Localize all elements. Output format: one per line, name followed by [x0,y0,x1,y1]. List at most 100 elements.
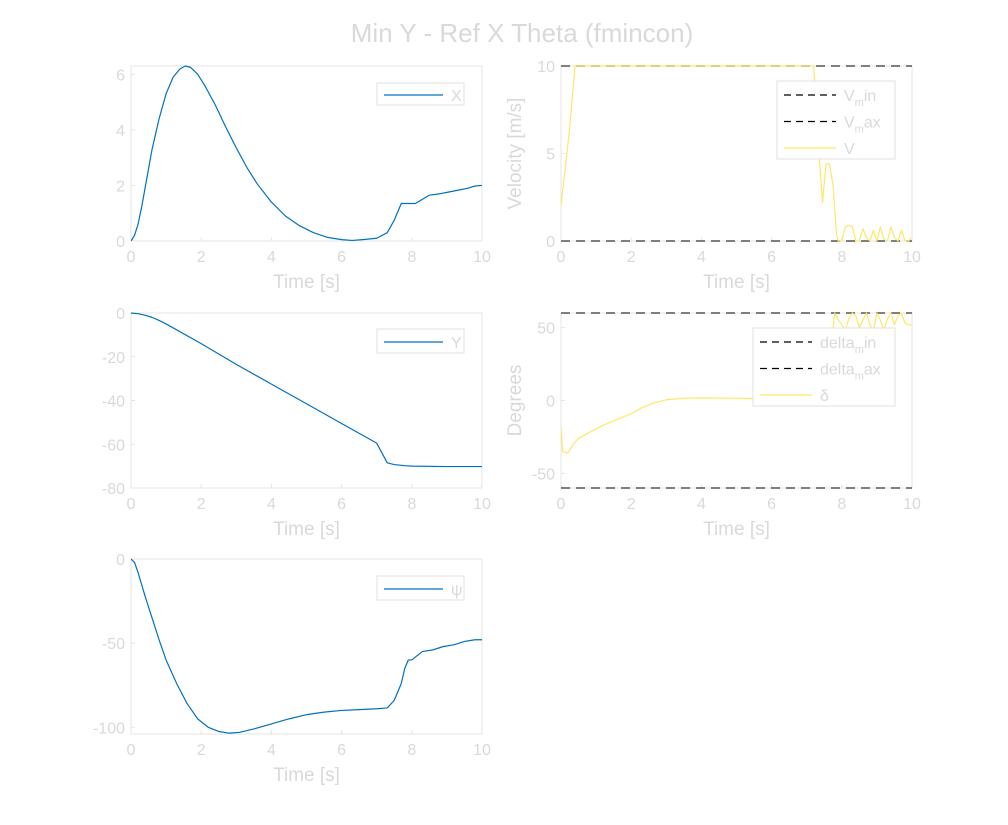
series-line-delta [561,312,912,454]
legend-box [376,575,465,601]
legend-box [376,82,465,106]
legend-label: δ [820,388,829,405]
x-tick-label: 2 [197,249,206,266]
legend: ψ [376,575,465,601]
y-tick-label: 0 [116,234,125,251]
series-line-velocity [561,65,912,242]
x-tick-label: 0 [127,742,136,759]
x-axis-label: Time [s] [703,272,770,293]
legend-label: Vmax [844,115,881,136]
legend-label-suffix: ax [864,115,881,132]
legend-label: Y [451,335,462,352]
legend-box [376,328,465,354]
x-tick-label: 0 [127,496,136,513]
legend-label-main: delta [820,362,855,379]
x-tick-label: 4 [267,742,276,759]
x-tick-label: 10 [903,249,921,266]
x-axis-label: Time [s] [273,272,340,293]
y-tick-label: -50 [532,466,555,483]
x-axis-label: Time [s] [273,765,340,786]
y-tick-label: 50 [537,321,555,338]
x-tick-label: 6 [337,742,346,759]
x-axis-label: Time [s] [703,519,770,540]
y-axis-label: Degrees [505,365,526,437]
y-tick-label: 0 [546,394,555,411]
legend-label-suffix: in [864,335,876,352]
legend-box [752,327,896,407]
legend-label-main: V [844,141,855,158]
legend-label-subscript: m [855,344,864,356]
legend-label: ψ [451,582,462,599]
x-tick-label: 10 [473,496,491,513]
series-line-y [131,312,482,468]
legend-label: V [844,141,855,158]
y-tick-label: 6 [116,67,125,84]
x-tick-label: 0 [557,496,566,513]
x-tick-label: 8 [407,249,416,266]
legend-label: X [451,88,462,105]
plot-area [130,65,483,242]
y-tick-label: -80 [102,481,125,498]
legend-label-suffix: in [864,88,876,105]
y-tick-label: 5 [546,147,555,164]
legend-label-subscript: m [855,124,864,136]
x-tick-label: 2 [627,249,636,266]
legend-label: deltamax [820,362,881,383]
y-axis-label: Velocity [m/s] [505,98,526,210]
x-tick-label: 4 [697,496,706,513]
x-axis-label: Time [s] [273,519,340,540]
legend: X [376,82,465,106]
x-tick-label: 6 [337,249,346,266]
x-tick-label: 10 [473,249,491,266]
legend-label-main: V [844,115,855,132]
y-tick-label: 0 [116,306,125,323]
x-tick-label: 8 [407,742,416,759]
x-tick-label: 8 [837,249,846,266]
plot-area [130,558,483,735]
legend-label-main: delta [820,335,855,352]
legend-label-main: δ [820,388,829,405]
x-tick-label: 0 [557,249,566,266]
y-tick-label: 10 [537,59,555,76]
y-tick-label: -20 [102,350,125,367]
x-tick-label: 10 [903,496,921,513]
figure-title: Min Y - Ref X Theta (fmincon) [351,18,693,48]
x-tick-label: 6 [767,249,776,266]
legend-label: deltamin [820,335,876,356]
y-tick-label: -40 [102,394,125,411]
x-tick-label: 8 [837,496,846,513]
y-tick-label: -60 [102,437,125,454]
subplot-psi: 0 2 4 6 8 10 0 -50 -100 Time [s] ψ [93,552,491,786]
subplot-y: 0 2 4 6 8 10 0 -20 -40 -60 -80 Time [s] Y [102,306,491,540]
legend-label-main: V [844,88,855,105]
x-tick-label: 6 [337,496,346,513]
x-tick-label: 10 [473,742,491,759]
legend: Y [376,328,465,354]
x-tick-label: 4 [267,496,276,513]
x-tick-label: 2 [197,496,206,513]
x-tick-label: 8 [407,496,416,513]
x-tick-label: 4 [267,249,276,266]
legend-label: Vmin [844,88,876,109]
y-tick-label: 2 [116,178,125,195]
x-tick-label: 0 [127,249,136,266]
y-tick-label: -50 [102,636,125,653]
subplot-x: 0 2 4 6 8 10 0 2 4 6 Time [s] X [116,65,491,293]
x-tick-label: 4 [697,249,706,266]
series-line-psi [131,558,482,734]
legend-box [776,80,896,160]
y-tick-label: 0 [116,552,125,569]
x-tick-label: 2 [197,742,206,759]
y-tick-label: 4 [116,123,125,140]
subplot-grid: 0 2 4 6 8 10 0 2 4 6 Time [s] X 0 2 4 6 8 10 0 5 10 Time [s] V… [93,59,921,786]
legend-label-suffix: ax [864,362,881,379]
x-tick-label: 6 [767,496,776,513]
y-tick-label: 0 [546,234,555,251]
x-tick-label: 2 [627,496,636,513]
y-tick-label: -100 [93,720,125,737]
